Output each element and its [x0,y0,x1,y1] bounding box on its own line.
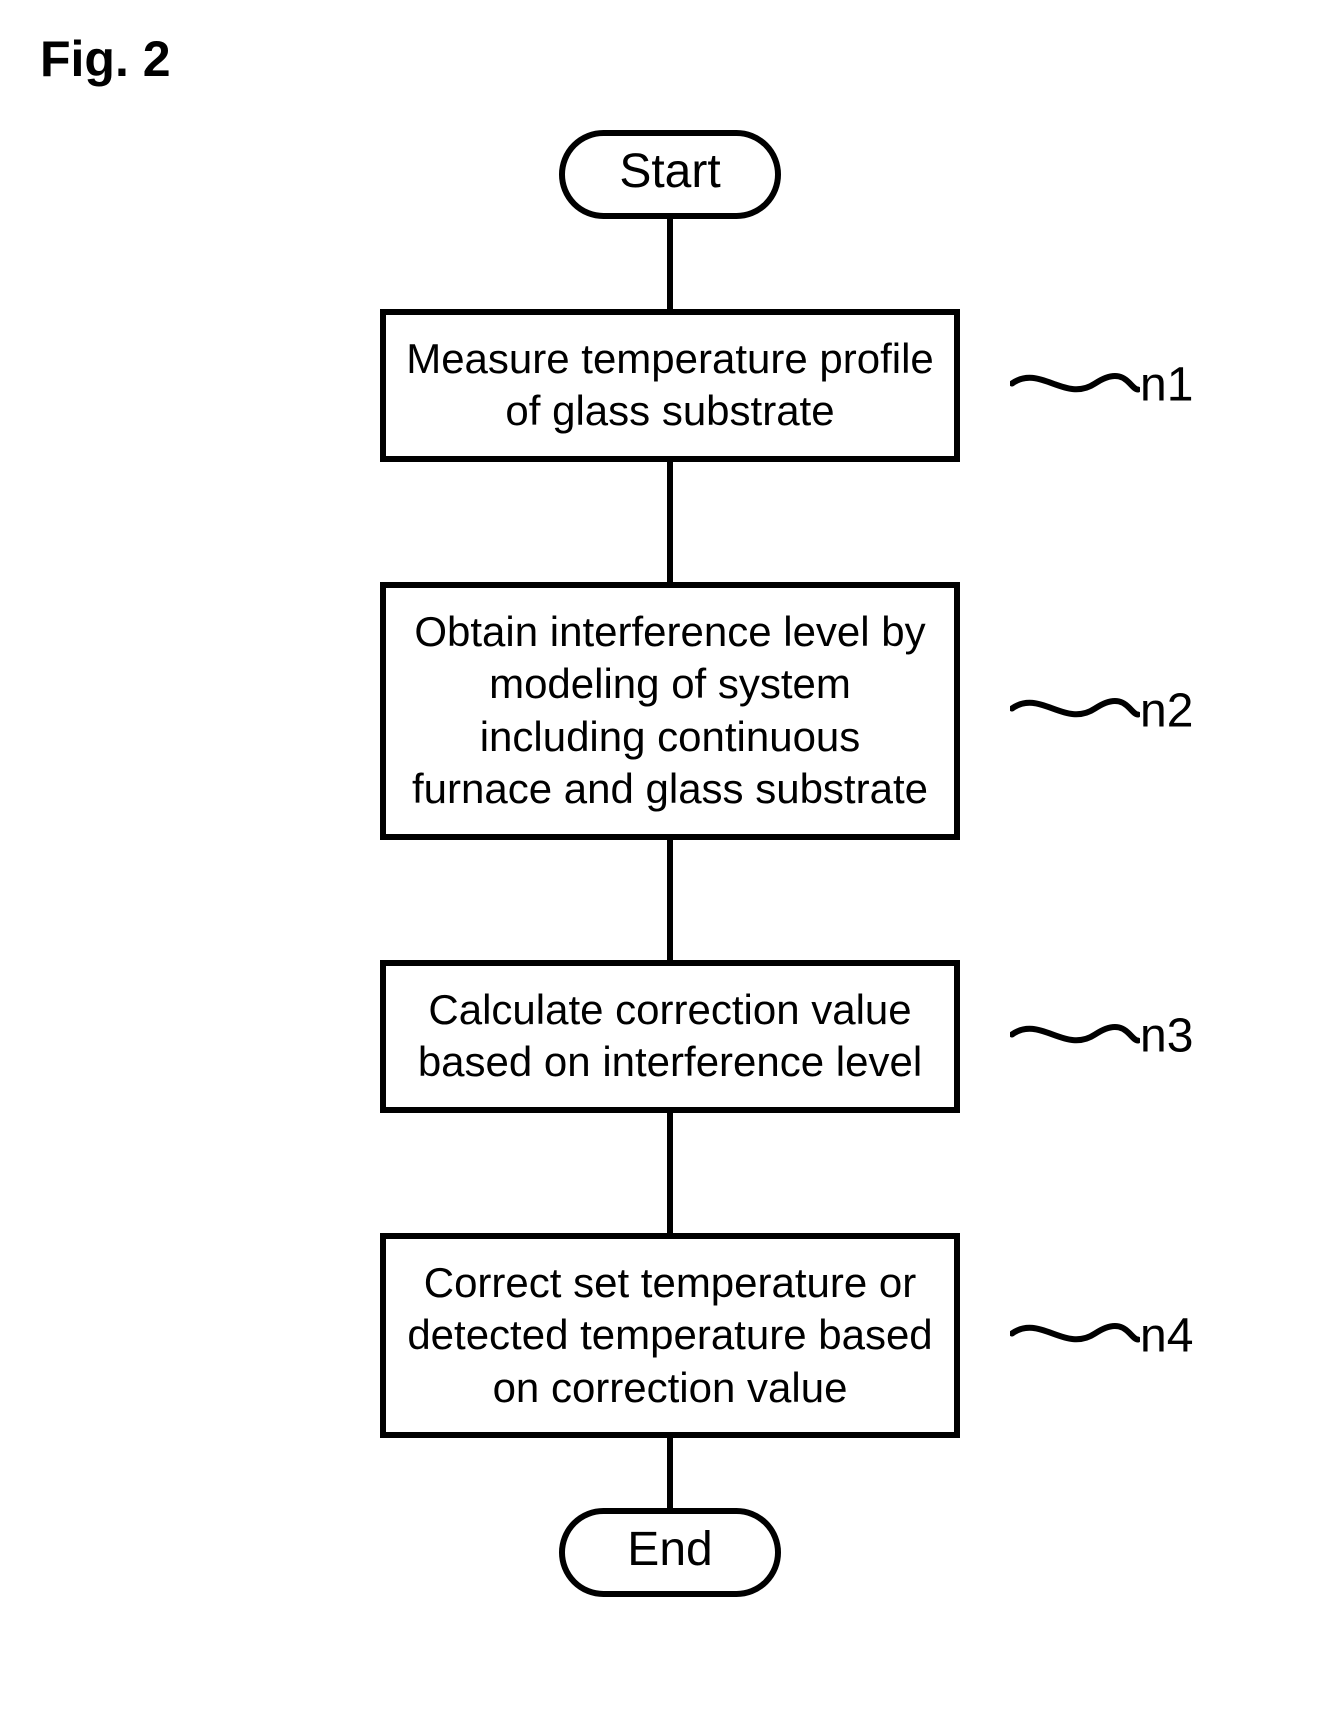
leader-line-icon [1010,1016,1140,1056]
connector [667,1113,673,1233]
start-terminator: Start [559,130,781,219]
leader-line-icon [1010,1316,1140,1356]
connector [667,219,673,309]
step-label-text: n1 [1140,358,1193,413]
step-row: Measure temperature profile of glass sub… [310,309,1030,462]
flowchart: Start Measure temperature profile of gla… [310,130,1030,1597]
step-label-text: n3 [1140,1009,1193,1064]
leader-line-icon [1010,365,1140,405]
figure-label: Fig. 2 [40,30,171,88]
step-label: n3 [1010,1009,1193,1064]
connector [667,840,673,960]
step-label-text: n2 [1140,683,1193,738]
step-row: Obtain interference level by modeling of… [310,582,1030,840]
process-box: Measure temperature profile of glass sub… [380,309,960,462]
process-box: Correct set temperature or detected temp… [380,1233,960,1439]
step-row: Calculate correction value based on inte… [310,960,1030,1113]
page: Fig. 2 Start Measure temperature profile… [0,0,1338,1723]
step-label: n2 [1010,683,1193,738]
step-label-text: n4 [1140,1308,1193,1363]
connector [667,462,673,582]
end-terminator: End [559,1508,781,1597]
step-label: n1 [1010,358,1193,413]
step-label: n4 [1010,1308,1193,1363]
process-box: Obtain interference level by modeling of… [380,582,960,840]
process-box: Calculate correction value based on inte… [380,960,960,1113]
leader-line-icon [1010,691,1140,731]
connector [667,1438,673,1508]
step-row: Correct set temperature or detected temp… [310,1233,1030,1439]
